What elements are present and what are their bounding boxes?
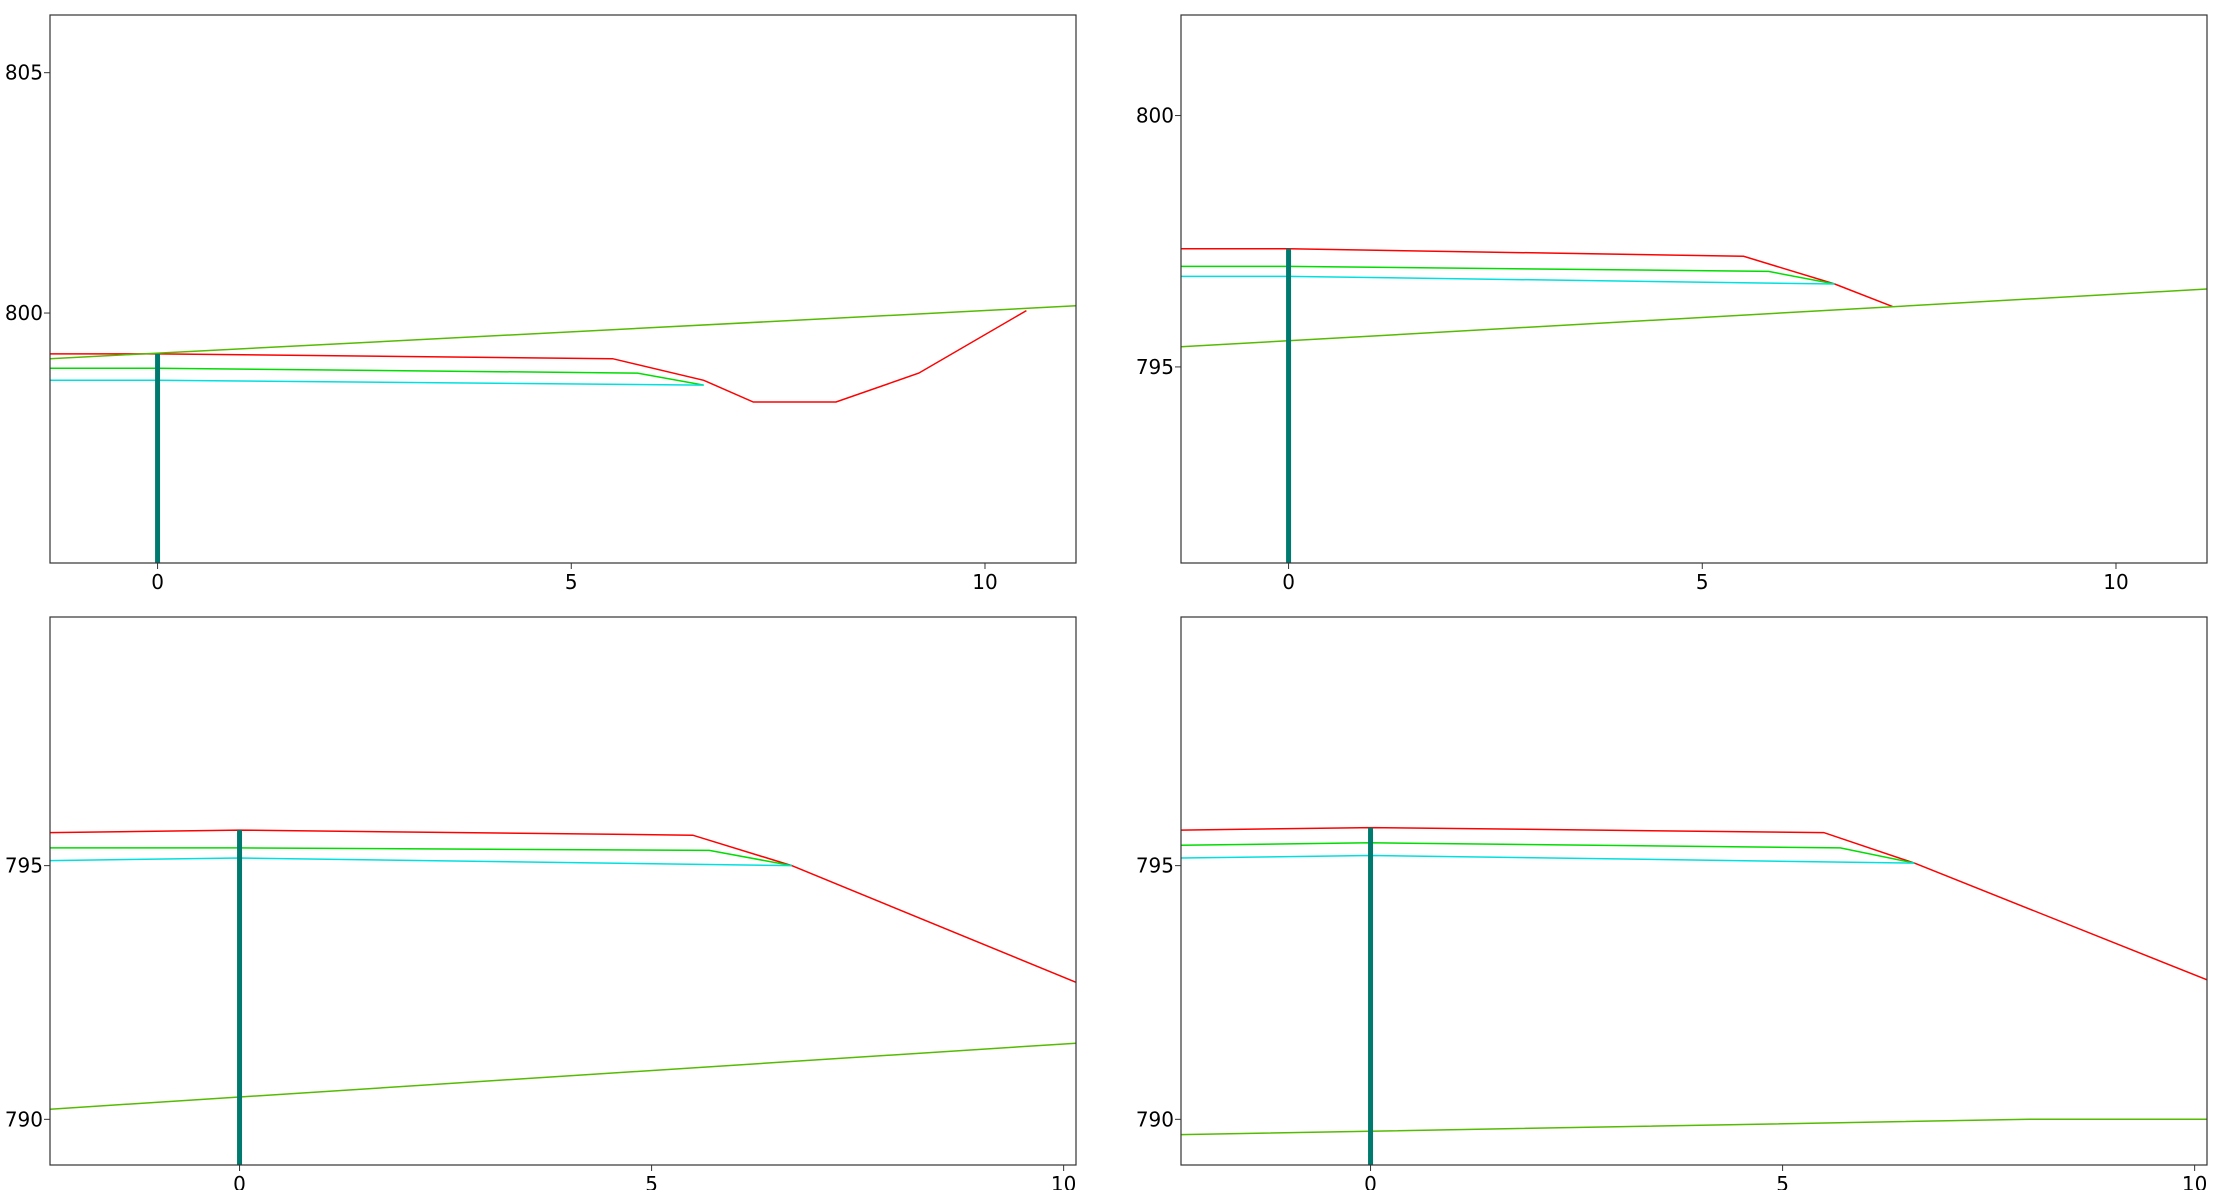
phreatic-line (1181, 275, 1835, 285)
plot-area (50, 829, 1076, 1165)
x-tick-label: 5 (645, 1172, 658, 1190)
chart-panel-1: 0 5 10 800 805 (5, 14, 1077, 594)
plot-area (50, 305, 1076, 563)
chart-panel-2: 0 5 10 795 800 (1136, 14, 2208, 594)
phreatic-line (50, 857, 792, 867)
water-level-line (1181, 842, 1915, 864)
y-tick-label: 795 (5, 854, 43, 878)
ground-surface-line (50, 829, 1076, 983)
y-tick-label: 805 (5, 61, 43, 85)
base-layer-line (1181, 288, 2207, 348)
x-tick-label: 0 (151, 570, 164, 594)
base-layer-line (50, 1042, 1076, 1110)
y-tick-label: 790 (5, 1107, 43, 1131)
plot-area (1181, 248, 2207, 563)
x-tick-label: 10 (2182, 1172, 2207, 1190)
ground-surface-line (1181, 248, 1893, 308)
plot-frame (49, 14, 1077, 564)
base-layer-line (1181, 1118, 2207, 1136)
water-level-line (50, 847, 792, 867)
y-tick-label: 790 (1136, 1107, 1174, 1131)
plot-area (1181, 826, 2207, 1165)
plot-frame (1180, 616, 2208, 1166)
x-tick-label: 10 (1051, 1172, 1076, 1190)
y-tick-label: 800 (1136, 104, 1174, 128)
x-tick-label: 5 (1776, 1172, 1789, 1190)
water-level-line (50, 367, 704, 386)
y-tick-label: 795 (1136, 355, 1174, 379)
ground-surface-line (50, 309, 1027, 403)
plot-frame (49, 616, 1077, 1166)
x-tick-label: 10 (2103, 570, 2128, 594)
x-tick-label: 0 (1282, 570, 1295, 594)
ground-surface-line (1181, 826, 2207, 981)
phreatic-line (1181, 854, 1915, 864)
phreatic-line (50, 379, 704, 386)
chart-panel-4: 0 5 10 790 795 (1136, 616, 2208, 1190)
x-tick-label: 0 (1364, 1172, 1377, 1190)
plot-frame (1180, 14, 2208, 564)
water-level-line (1181, 265, 1835, 285)
base-layer-line (50, 305, 1076, 360)
x-tick-label: 10 (972, 570, 997, 594)
y-tick-label: 795 (1136, 854, 1174, 878)
y-tick-label: 800 (5, 301, 43, 325)
chart-panel-3: 0 5 10 790 795 (5, 616, 1077, 1190)
x-tick-label: 5 (1696, 570, 1709, 594)
x-tick-label: 5 (565, 570, 578, 594)
x-tick-label: 0 (233, 1172, 246, 1190)
